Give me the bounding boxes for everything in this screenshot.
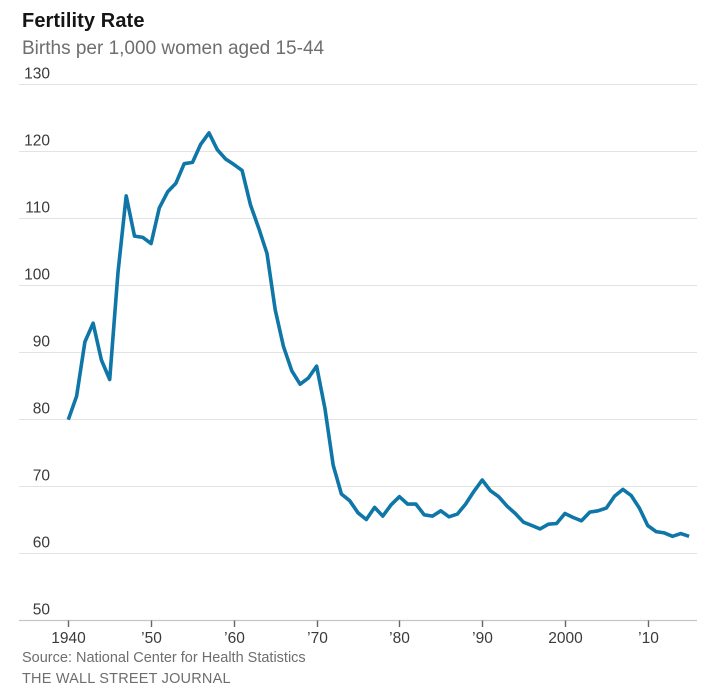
plot-area: 130 120 110 100 90 80 70 60 50 1940 ’50 ’60 ’70 ’80 ’… <box>19 66 697 647</box>
y-tick-label: 110 <box>25 200 50 217</box>
chart-subtitle: Births per 1,000 women aged 15-44 <box>22 38 325 59</box>
x-tick-label: ’90 <box>472 630 493 647</box>
x-axis-labels: 1940 ’50 ’60 ’70 ’80 ’90 2000 ’10 <box>51 630 659 647</box>
y-axis-labels: 130 120 110 100 90 80 70 60 50 <box>24 66 50 619</box>
fertility-line <box>66 131 690 539</box>
x-tick-label: ’50 <box>141 630 162 647</box>
x-tick-label: ’70 <box>307 630 328 647</box>
x-tick-label: 1940 <box>51 630 86 647</box>
y-tick-label: 60 <box>33 535 51 552</box>
publisher-credit: THE WALL STREET JOURNAL <box>22 671 231 687</box>
x-tick-label: ’60 <box>224 630 245 647</box>
y-tick-label: 80 <box>33 401 51 418</box>
y-tick-label: 70 <box>33 468 51 485</box>
y-tick-label: 120 <box>24 133 50 150</box>
x-tick-label: ’10 <box>638 630 659 647</box>
x-tick-label: ’80 <box>389 630 410 647</box>
x-tick-label: 2000 <box>548 630 583 647</box>
source-note: Source: National Center for Health Stati… <box>22 650 306 666</box>
gridlines <box>19 84 697 622</box>
chart-title: Fertility Rate <box>22 10 145 32</box>
y-tick-label: 90 <box>33 334 51 351</box>
y-tick-label: 100 <box>24 267 50 284</box>
fertility-line-path <box>66 131 690 539</box>
y-tick-label: 50 <box>33 602 51 619</box>
y-tick-label: 130 <box>24 66 50 83</box>
x-axis <box>67 620 650 627</box>
